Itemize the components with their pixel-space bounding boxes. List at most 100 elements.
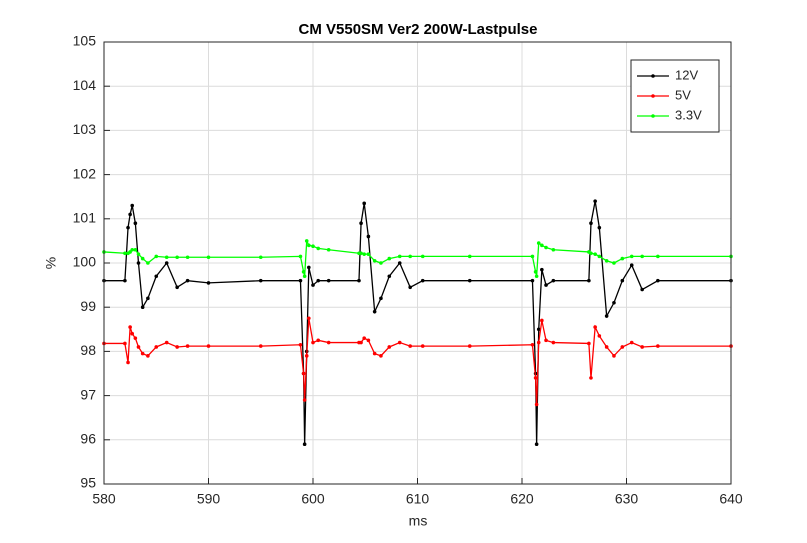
series-marker xyxy=(420,344,425,348)
series-marker xyxy=(593,325,597,329)
series-marker xyxy=(597,225,602,230)
series-marker xyxy=(366,338,371,343)
series-marker xyxy=(420,254,425,259)
series-marker xyxy=(544,338,548,343)
series-marker xyxy=(587,341,591,346)
legend-swatch-marker xyxy=(651,114,655,118)
series-marker xyxy=(307,316,311,321)
series-marker xyxy=(298,342,303,347)
y-axis-label: % xyxy=(43,257,59,269)
legend-label: 12V xyxy=(675,67,698,82)
series-marker xyxy=(302,442,307,447)
legend-swatch-marker xyxy=(651,94,655,98)
series-marker xyxy=(536,241,541,245)
series-marker xyxy=(316,278,321,283)
series-marker xyxy=(126,225,130,230)
plot-frame xyxy=(103,41,732,485)
series-marker xyxy=(540,243,544,248)
series-marker xyxy=(301,270,306,274)
series-marker xyxy=(140,305,145,310)
series-marker xyxy=(656,344,660,348)
series-marker xyxy=(164,255,169,260)
series-marker xyxy=(185,278,190,283)
y-tick-label: 97 xyxy=(80,386,96,402)
series-marker xyxy=(154,345,159,349)
y-tick-label: 103 xyxy=(73,121,97,137)
series-marker xyxy=(133,221,138,226)
series-marker xyxy=(326,278,331,283)
series-marker xyxy=(175,345,179,349)
series-marker xyxy=(372,351,377,356)
series-marker xyxy=(629,254,634,259)
series-marker xyxy=(589,376,593,380)
series-marker xyxy=(128,212,132,217)
series-marker xyxy=(620,345,625,349)
series-marker xyxy=(146,296,150,301)
series-marker xyxy=(597,254,602,259)
series-marker xyxy=(140,351,145,356)
series-marker xyxy=(612,300,616,305)
series-marker xyxy=(397,340,402,345)
series-marker xyxy=(304,239,309,243)
series-marker xyxy=(133,336,138,340)
series-marker xyxy=(359,340,363,345)
series-marker xyxy=(379,296,383,301)
series-marker xyxy=(656,254,660,259)
series-marker xyxy=(604,314,609,318)
series-marker xyxy=(467,278,472,283)
series-marker xyxy=(387,274,392,279)
series-marker xyxy=(130,331,135,336)
series-marker xyxy=(533,376,538,380)
series-marker xyxy=(304,354,309,358)
series-marker xyxy=(467,254,472,259)
series-marker xyxy=(123,278,127,283)
series-marker xyxy=(301,371,306,376)
series-marker xyxy=(656,278,660,283)
series-marker xyxy=(397,261,402,265)
y-tick-label: 96 xyxy=(80,431,96,447)
series-marker xyxy=(620,278,625,283)
series-marker xyxy=(534,442,539,447)
series-marker xyxy=(379,354,383,358)
series-marker xyxy=(140,256,145,261)
series-marker xyxy=(146,261,150,265)
series-marker xyxy=(612,354,616,358)
series-marker xyxy=(366,252,371,256)
series-marker xyxy=(206,344,211,348)
series-marker xyxy=(534,274,539,279)
series-marker xyxy=(467,344,472,348)
series-marker xyxy=(612,261,616,265)
series-marker xyxy=(540,318,544,323)
y-tick-label: 101 xyxy=(73,210,97,226)
y-tick-label: 99 xyxy=(80,298,96,314)
series-line xyxy=(103,240,731,277)
series-marker xyxy=(362,252,367,256)
series-marker xyxy=(551,340,556,345)
series-marker xyxy=(154,274,159,279)
series-marker xyxy=(408,285,412,290)
series-marker xyxy=(640,254,644,259)
series-marker xyxy=(316,338,321,343)
series-marker xyxy=(359,221,363,226)
series-marker xyxy=(311,283,315,287)
series-marker xyxy=(397,254,402,259)
series-marker xyxy=(258,344,263,348)
series-marker xyxy=(123,251,127,256)
series-marker xyxy=(536,327,541,332)
series-marker xyxy=(175,255,179,260)
series-marker xyxy=(316,246,321,251)
chart-title: CM V550SM Ver2 200W-Lastpulse xyxy=(299,21,538,38)
series-marker xyxy=(420,278,425,283)
series-marker xyxy=(311,340,315,345)
series-marker xyxy=(130,247,135,252)
series-marker xyxy=(629,340,634,345)
y-tick-label: 98 xyxy=(80,342,96,358)
y-tick-label: 100 xyxy=(73,254,97,270)
x-tick-label: 590 xyxy=(197,491,221,507)
series-marker xyxy=(604,345,609,349)
series-marker xyxy=(302,274,307,279)
series-marker xyxy=(593,199,597,203)
series-marker xyxy=(298,254,303,259)
series-marker xyxy=(533,270,538,274)
series-marker xyxy=(128,325,132,329)
